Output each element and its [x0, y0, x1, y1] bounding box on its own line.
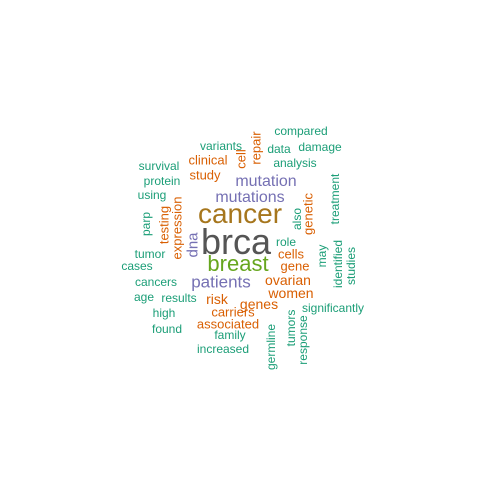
word-significantly: significantly — [301, 301, 365, 315]
word-testing: testing — [156, 205, 172, 245]
word-may: may — [315, 244, 329, 268]
word-compared: compared — [274, 124, 328, 138]
word-treatment: treatment — [328, 173, 342, 225]
word-family: family — [214, 328, 246, 342]
word-study: study — [189, 167, 221, 183]
word-using: using — [137, 188, 167, 202]
word-expression: expression — [169, 196, 185, 260]
word-cancer: cancer — [197, 198, 283, 229]
word-age: age — [133, 290, 155, 304]
word-cancers: cancers — [134, 275, 178, 289]
word-carriers: carriers — [211, 304, 255, 320]
word-increased: increased — [196, 342, 250, 356]
word-breast: breast — [207, 251, 269, 276]
word-patients: patients — [191, 272, 251, 292]
word-mutations: mutations — [215, 189, 285, 206]
word-survival: survival — [138, 159, 180, 173]
word-data: data — [267, 142, 291, 156]
word-studies: studies — [344, 246, 358, 286]
word-role: role — [275, 235, 297, 249]
word-also: also — [290, 207, 304, 231]
word-mutation: mutation — [235, 173, 297, 190]
word-tumor: tumor — [134, 247, 166, 261]
word-associated: associated — [196, 316, 260, 332]
word-gene: gene — [280, 258, 310, 274]
word-protein: protein — [143, 174, 181, 188]
word-germline: germline — [264, 323, 278, 371]
word-response: response — [296, 315, 310, 365]
word-genes: genes — [239, 296, 279, 312]
word-results: results — [161, 291, 197, 305]
word-risk: risk — [206, 291, 228, 307]
word-cells: cells — [277, 246, 305, 262]
word-dna: dna — [184, 232, 202, 258]
word-repair: repair — [248, 131, 264, 165]
word-ovarian: ovarian — [265, 272, 311, 288]
word-identified: identified — [331, 239, 345, 289]
word-analysis: analysis — [273, 156, 317, 170]
word-clinical: clinical — [188, 152, 228, 168]
word-cases: cases — [121, 259, 153, 273]
word-parp: parp — [139, 211, 153, 237]
word-women: women — [268, 285, 314, 301]
word-found: found — [151, 322, 183, 336]
word-variants: variants — [199, 139, 243, 153]
word-damage: damage — [298, 140, 342, 154]
word-brca: brca — [200, 221, 272, 262]
word-high: high — [152, 306, 176, 320]
